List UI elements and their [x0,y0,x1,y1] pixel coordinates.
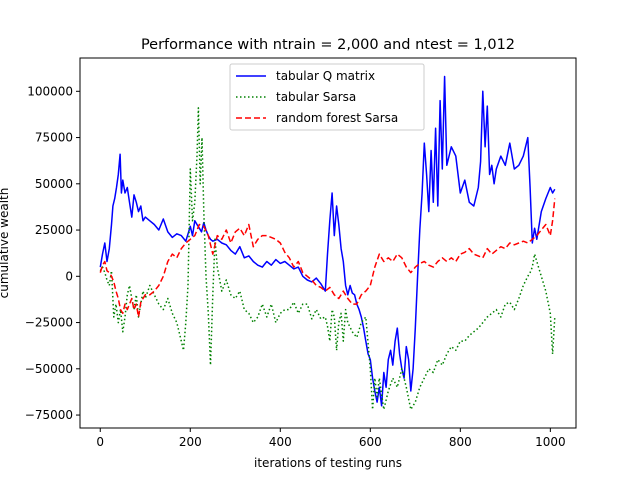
x-tick-label: 600 [359,435,382,449]
y-tick-label: −50000 [25,362,73,376]
y-tick-label: −25000 [25,316,73,330]
y-tick-label: 25000 [35,223,73,237]
legend-label-rf-sarsa: random forest Sarsa [276,111,398,125]
x-tick-label: 400 [269,435,292,449]
series-line-rf-sarsa [99,198,556,318]
y-axis-label: cumulative wealth [0,188,11,299]
series-line-q-matrix [99,75,556,407]
x-axis-label: iterations of testing runs [254,456,402,470]
x-tick-label: 1000 [535,435,566,449]
x-tick-label: 800 [449,435,472,449]
x-axis-ticks: 0 200 400 600 800 1000 [96,428,566,449]
y-tick-label: 100000 [27,84,73,98]
x-tick-label: 0 [96,435,104,449]
legend-box [229,63,425,131]
plot-frame [79,57,577,429]
y-axis-ticks: −75000 −50000 −25000 0 25000 50000 75000 100000 [25,84,80,422]
legend-label-sarsa: tabular Sarsa [276,90,356,104]
x-tick-label: 200 [179,435,202,449]
chart-title: Performance with ntrain = 2,000 and ntes… [141,37,515,53]
y-tick-label: −75000 [25,408,73,422]
legend-label-q-matrix: tabular Q matrix [276,69,375,83]
y-tick-label: 50000 [35,177,73,191]
y-tick-label: 0 [65,269,73,283]
y-tick-label: 75000 [35,131,73,145]
series-layer [99,75,556,411]
legend: tabular Q matrix tabular Sarsa random fo… [229,63,425,131]
series-line-sarsa [99,107,556,411]
